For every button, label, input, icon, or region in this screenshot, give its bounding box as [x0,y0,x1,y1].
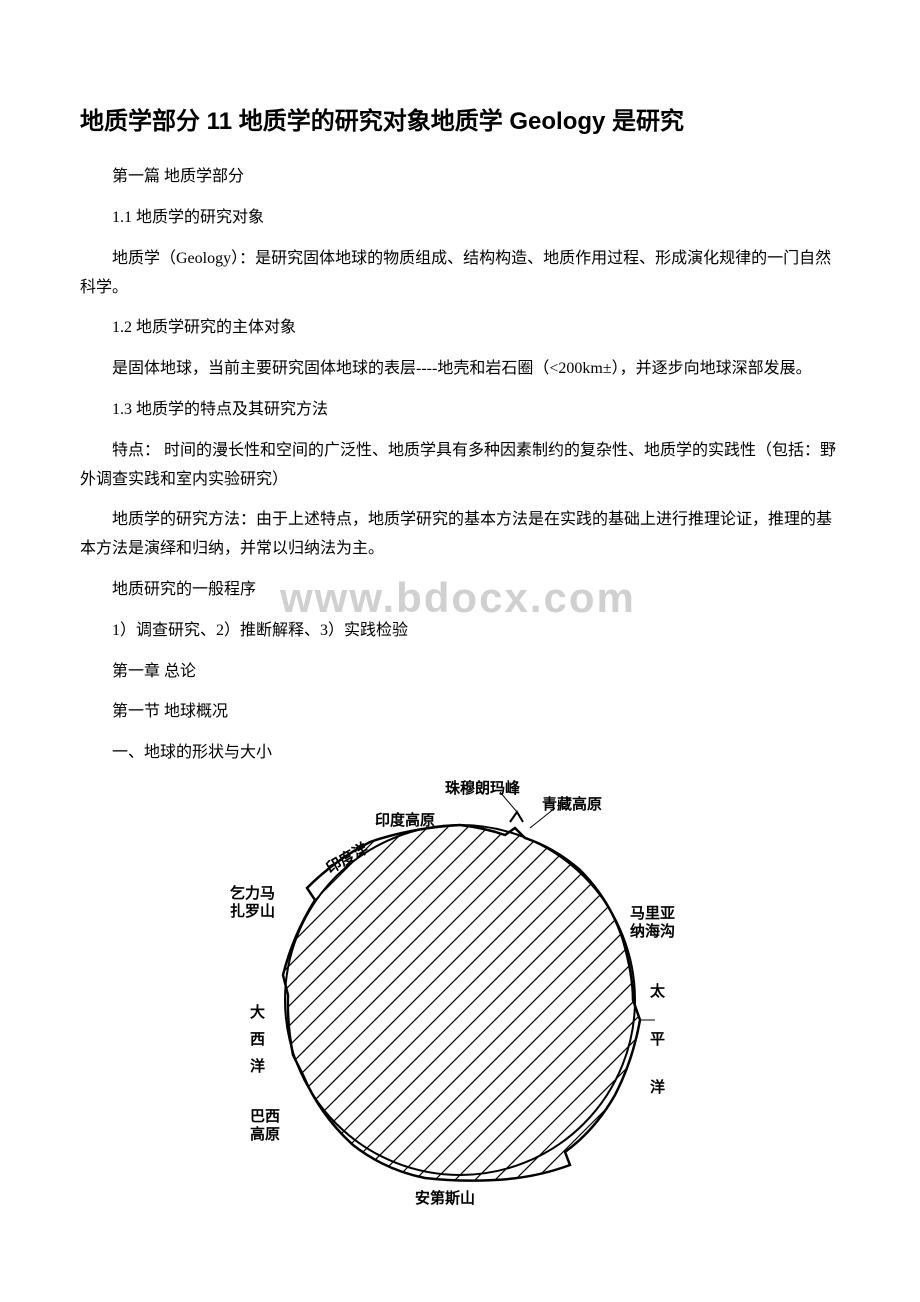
label-qinghai: 青藏高原 [542,796,602,814]
section-1: 第一节 地球概况 [80,698,840,727]
label-pacific: 太 平 洋 [650,980,665,1100]
paragraph-9: 地质研究的一般程序 [80,576,840,605]
peak-marker [510,812,523,822]
label-brazil: 巴西 高原 [250,1108,280,1144]
earth-svg [245,780,675,1210]
label-atlantic: 大 西 洋 [250,1000,265,1081]
page-title: 地质学部分 11 地质学的研究对象地质学 Geology 是研究 [80,100,840,143]
chapter-1: 第一章 总论 [80,658,840,687]
section-1-1: 1.1 地质学的研究对象 [80,204,840,233]
paragraph-5: 是固体地球，当前主要研究固体地球的表层----地壳和岩石圈（<200km±），并… [80,355,840,384]
paragraph-7: 特点： 时间的漫长性和空间的广泛性、地质学具有多种因素制约的复杂性、地质学的实践… [80,437,840,495]
label-everest: 珠穆朗玛峰 [445,780,520,798]
section-1-2: 1.2 地质学研究的主体对象 [80,314,840,343]
subsection-1: 一、地球的形状与大小 [80,739,840,768]
paragraph-3: 地质学（Geology）：是研究固体地球的物质组成、结构构造、地质作用过程、形成… [80,245,840,303]
section-1-3: 1.3 地质学的特点及其研究方法 [80,396,840,425]
label-india-plateau: 印度高原 [375,812,435,830]
label-mariana: 马里亚 纳海沟 [630,905,675,941]
label-kilimanjaro: 乞力马 扎罗山 [230,885,275,921]
paragraph-8: 地质学的研究方法：由于上述特点，地质学研究的基本方法是在实践的基础上进行推理论证… [80,506,840,564]
hatch-lines [275,780,675,1200]
label-andes: 安第斯山 [415,1190,475,1208]
paragraph-10: 1）调查研究、2）推断解释、3）实践检验 [80,617,840,646]
paragraph-1: 第一篇 地质学部分 [80,163,840,192]
earth-diagram: 珠穆朗玛峰 青藏高原 印度高原 印度洋 乞力马 扎罗山 马里亚 纳海沟 太 平 … [245,780,675,1210]
